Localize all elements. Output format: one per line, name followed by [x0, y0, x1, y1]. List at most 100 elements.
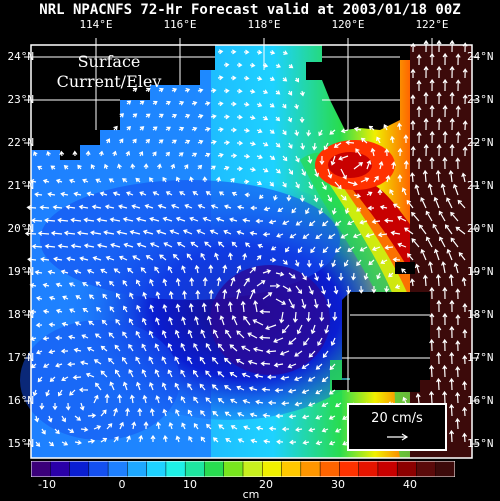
current-vector: [103, 163, 109, 170]
current-vector: [69, 308, 76, 313]
current-vector: [376, 136, 381, 144]
current-vector: [384, 148, 390, 157]
current-vector: [295, 155, 300, 163]
current-vector: [119, 113, 124, 118]
colorbar-cell: [88, 461, 109, 477]
current-vector: [88, 294, 95, 300]
current-vector: [63, 230, 76, 236]
current-vector: [132, 87, 138, 93]
current-vector: [414, 184, 420, 196]
current-vector: [75, 295, 82, 300]
current-vector: [282, 77, 288, 82]
current-vector: [208, 289, 214, 300]
current-vector: [82, 282, 89, 287]
current-vector: [416, 131, 422, 144]
current-vector: [210, 88, 217, 94]
colorbar-tick: 30: [331, 478, 345, 491]
map-frame: [30, 44, 473, 459]
current-vector: [149, 242, 160, 248]
lat-label: 20°N: [467, 222, 494, 235]
current-vector: [72, 374, 82, 380]
current-vector: [165, 151, 171, 157]
current-vector: [334, 181, 342, 190]
current-vector: [110, 242, 121, 248]
current-vector: [404, 227, 414, 235]
current-vector: [301, 389, 310, 394]
current-vector: [243, 75, 250, 81]
colorbar-cell: [319, 461, 341, 477]
current-vector: [135, 177, 141, 183]
current-vector: [282, 259, 288, 265]
scale-arrow-icon: [387, 433, 409, 441]
current-vector: [230, 75, 237, 81]
current-vector: [282, 181, 287, 188]
colorbar-tick: 20: [259, 478, 273, 491]
current-vector: [347, 246, 355, 252]
current-vector: [68, 282, 76, 287]
current-vector: [268, 219, 277, 225]
current-vector: [315, 363, 323, 370]
current-vector: [436, 351, 442, 365]
current-vector: [275, 142, 281, 148]
current-vector: [243, 153, 251, 159]
current-vector: [44, 217, 56, 223]
current-vector: [360, 137, 368, 144]
current-vector: [108, 178, 115, 183]
colorbar-cell: [377, 461, 398, 477]
current-vector: [442, 130, 448, 144]
lat-label: 24°N: [467, 50, 494, 63]
current-vector: [315, 414, 323, 420]
current-vector: [123, 305, 128, 313]
current-vector: [107, 357, 115, 365]
current-vector: [148, 381, 154, 391]
current-vector: [429, 104, 435, 118]
current-vector: [301, 272, 307, 281]
current-vector: [83, 243, 95, 249]
current-vector: [411, 238, 420, 248]
current-vector: [47, 269, 56, 275]
current-vector: [32, 389, 38, 397]
current-vector: [305, 207, 310, 215]
current-vector: [113, 268, 121, 274]
frame-ticks: [24, 38, 479, 445]
current-vector: [63, 165, 69, 170]
current-vector: [187, 329, 193, 339]
current-vector: [225, 329, 232, 339]
current-vector: [149, 177, 154, 183]
current-vector: [162, 176, 167, 183]
current-vector: [171, 113, 178, 119]
current-vector: [340, 233, 349, 239]
current-vector: [230, 276, 236, 287]
current-vector: [230, 127, 237, 133]
current-vector: [65, 204, 76, 210]
current-vector: [175, 435, 181, 443]
current-vector: [353, 193, 362, 199]
current-vector: [192, 369, 199, 378]
current-vector: [255, 399, 264, 405]
current-vector: [115, 369, 121, 378]
current-vector: [150, 434, 156, 442]
graticule: [31, 45, 433, 392]
lat-label: 16°N: [7, 394, 35, 407]
current-vector: [402, 396, 408, 404]
current-vector: [167, 369, 173, 378]
current-vector: [202, 216, 212, 222]
current-vector: [329, 129, 336, 135]
current-vector: [247, 332, 258, 339]
current-vector: [326, 272, 332, 282]
current-vector: [416, 105, 422, 117]
current-vector: [359, 219, 368, 225]
colorbar-cell: [184, 461, 206, 477]
current-vector: [391, 161, 397, 170]
current-vector: [262, 89, 269, 94]
current-vector: [455, 417, 461, 430]
current-vector: [301, 168, 306, 177]
current-vector: [141, 343, 147, 352]
current-vector: [217, 127, 224, 133]
current-vector: [294, 77, 299, 83]
current-vector: [54, 428, 60, 435]
current-vector: [214, 252, 219, 261]
current-vector: [126, 191, 134, 196]
land-mass: [31, 45, 430, 392]
current-vector: [144, 204, 154, 209]
